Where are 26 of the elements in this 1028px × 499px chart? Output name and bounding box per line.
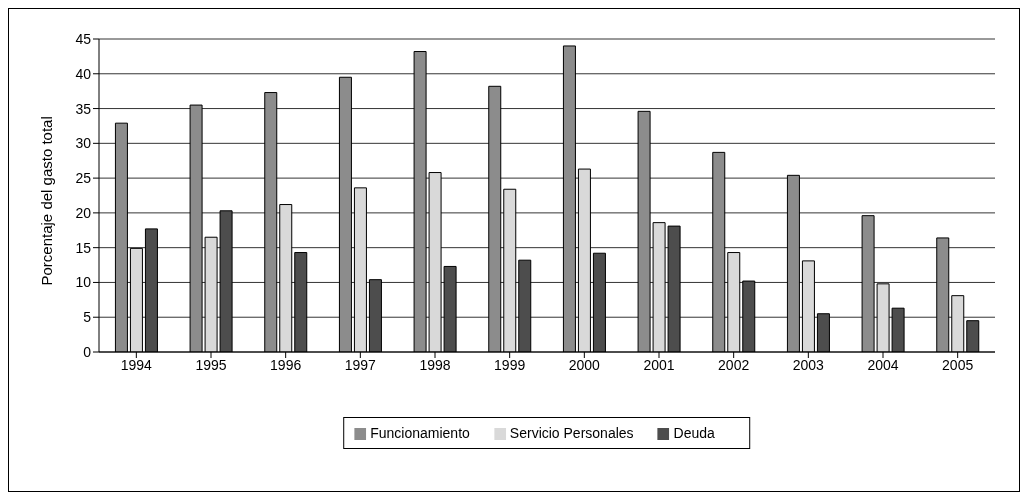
x-tick-label: 1999 <box>494 356 526 373</box>
y-tick-label: 40 <box>75 65 92 82</box>
x-tick-label: 2001 <box>643 356 675 373</box>
y-tick-label: 10 <box>75 274 92 291</box>
y-tick-label: 25 <box>75 170 92 187</box>
legend-label: Servicio Personales <box>509 425 634 441</box>
y-tick-label: 45 <box>75 30 92 47</box>
y-tick-label: 20 <box>75 204 92 221</box>
y-tick-label: 15 <box>75 239 92 256</box>
y-tick-label: 0 <box>83 343 92 360</box>
x-tick-label: 1998 <box>419 356 451 373</box>
x-tick-label: 1994 <box>120 356 153 373</box>
x-tick-label: 1995 <box>195 356 227 373</box>
x-tick-label: 2004 <box>867 356 899 373</box>
y-tick-label: 5 <box>83 309 92 326</box>
y-axis-title: Porcentaje del gasto total <box>38 116 56 286</box>
y-tick-label: 30 <box>75 135 92 152</box>
x-tick-label: 2000 <box>568 356 601 373</box>
x-tick-label: 1997 <box>344 356 377 373</box>
x-tick-label: 1996 <box>270 356 302 373</box>
x-tick-label: 2003 <box>792 356 825 373</box>
x-tick-label: 2002 <box>718 356 750 373</box>
legend-label: Funcionamiento <box>370 425 470 441</box>
x-tick-label: 2005 <box>942 356 974 373</box>
y-tick-label: 35 <box>75 100 92 117</box>
legend-label: Deuda <box>673 425 715 441</box>
